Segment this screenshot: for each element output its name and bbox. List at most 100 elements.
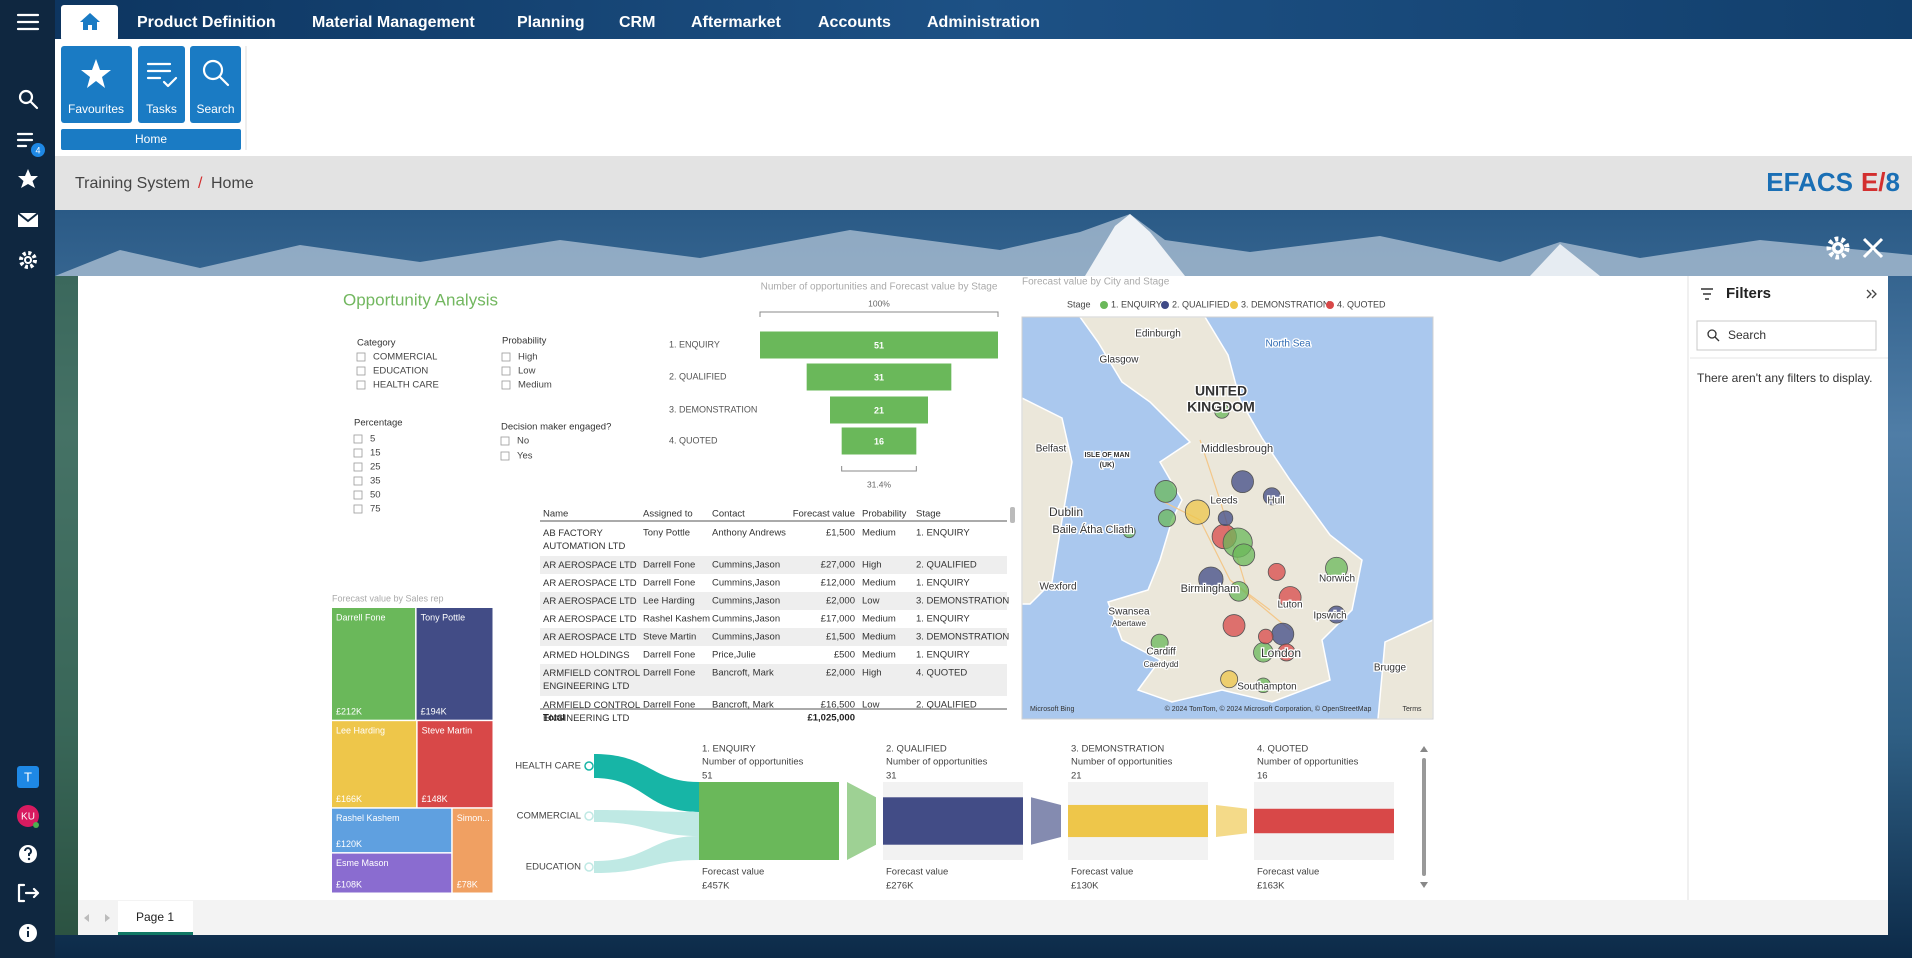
table-cell: 3. DEMONSTRATION — [916, 596, 1009, 607]
map-bubble[interactable] — [1231, 470, 1254, 494]
decomposition-count: 31 — [886, 771, 897, 782]
breadcrumb-item[interactable]: Training System — [75, 175, 190, 192]
map-bubble[interactable] — [1277, 643, 1296, 662]
map-bubble[interactable] — [1232, 543, 1256, 567]
user-avatar-badge[interactable] — [17, 805, 39, 827]
map-bubble[interactable] — [1255, 677, 1272, 694]
map-bubble[interactable] — [1217, 510, 1234, 526]
decomposition-forecast: £457K — [702, 881, 730, 892]
help-icon[interactable] — [19, 845, 37, 863]
decomposition-count-label: Number of opportunities — [886, 757, 988, 768]
map-label: KINGDOM — [1187, 399, 1255, 415]
slicer-checkbox[interactable] — [501, 380, 511, 390]
map-bubble[interactable] — [1325, 556, 1348, 580]
nav-item[interactable]: Planning — [517, 14, 585, 31]
map-bubble[interactable] — [1327, 605, 1346, 624]
slicer-checkbox[interactable] — [501, 352, 511, 362]
slicer-checkbox[interactable] — [353, 462, 363, 472]
slicer-checkbox[interactable] — [356, 366, 366, 376]
table-scrollbar[interactable] — [1010, 507, 1015, 523]
slicer-checkbox[interactable] — [500, 436, 510, 446]
treemap-cell[interactable] — [332, 808, 452, 853]
favourites-icon[interactable] — [18, 169, 38, 188]
mountain-peak — [1530, 244, 1600, 276]
map-bubble[interactable] — [1158, 509, 1176, 528]
map-bubble[interactable] — [1228, 581, 1250, 602]
slicer-checkbox[interactable] — [356, 352, 366, 362]
search-button[interactable] — [190, 46, 241, 123]
report-content: Opportunity Analysis Category COMMERCIAL ED… — [332, 277, 1394, 893]
treemap-cell[interactable] — [332, 721, 417, 808]
map-bubble[interactable] — [1214, 403, 1230, 419]
table-cell: £500 — [834, 650, 855, 661]
decomposition-bar[interactable] — [1068, 804, 1208, 838]
map-bubble[interactable] — [1271, 622, 1295, 646]
search-icon[interactable] — [18, 89, 39, 110]
decomposition-node[interactable] — [584, 761, 594, 771]
slicer-checkbox[interactable] — [353, 504, 363, 514]
next-page[interactable] — [105, 914, 110, 922]
treemap-cell[interactable] — [417, 721, 493, 808]
brand-name: EFACS — [1766, 167, 1853, 197]
nav-item[interactable]: Product Definition — [137, 14, 276, 31]
table-cell: Medium — [862, 528, 896, 539]
decomposition-scrollbar[interactable] — [1420, 746, 1428, 888]
map-title: Forecast value by City and Stage — [1022, 277, 1170, 288]
tasks-button[interactable] — [138, 46, 185, 123]
nav-item[interactable]: Material Management — [312, 14, 475, 31]
logout-icon[interactable] — [17, 883, 40, 903]
slicer-title: Decision maker engaged? — [501, 422, 611, 433]
task-badge-count: 4 — [35, 145, 40, 155]
previous-page[interactable] — [84, 914, 89, 922]
map-bubble[interactable] — [1184, 499, 1211, 525]
nav-item[interactable]: Aftermarket — [691, 14, 781, 31]
page-tab[interactable] — [118, 901, 193, 935]
decomposition-bar[interactable] — [883, 797, 1023, 845]
slicer-checkbox[interactable] — [501, 366, 511, 376]
treemap-cell[interactable] — [332, 853, 452, 893]
slicer-checkbox[interactable] — [500, 451, 510, 461]
decomposition-bar[interactable] — [1254, 808, 1394, 834]
decomposition-node[interactable] — [584, 862, 594, 872]
map-bubble[interactable] — [1258, 628, 1274, 645]
map-bubble[interactable] — [1220, 670, 1239, 689]
treemap-label: Tony Pottle — [421, 612, 466, 622]
slicer-checkbox[interactable] — [353, 434, 363, 444]
decomposition-bar[interactable] — [699, 782, 839, 860]
tasks-button-icon — [146, 62, 178, 88]
map-bubble[interactable] — [1150, 633, 1169, 652]
info-icon[interactable] — [19, 924, 37, 942]
map-bubble[interactable] — [1198, 566, 1224, 592]
map-bubble[interactable] — [1122, 525, 1136, 539]
map-label: Middlesbrough — [1201, 443, 1273, 455]
treemap-cell[interactable] — [332, 608, 416, 720]
nav-item[interactable]: CRM — [619, 14, 655, 31]
map-bubble[interactable] — [1262, 487, 1281, 506]
filters-search[interactable] — [1696, 320, 1877, 351]
favourites-button[interactable] — [61, 46, 132, 123]
menu-icon[interactable] — [16, 13, 40, 31]
map-bubble[interactable] — [1278, 586, 1302, 609]
tasks-icon[interactable] — [16, 132, 34, 148]
user-initial-badge[interactable] — [17, 766, 39, 788]
slicer-checkbox[interactable] — [353, 476, 363, 486]
mail-icon[interactable] — [17, 212, 39, 227]
close-button[interactable] — [1862, 237, 1884, 259]
nav-item[interactable]: Accounts — [818, 14, 891, 31]
slicer-checkbox[interactable] — [353, 448, 363, 458]
collapse-filters[interactable] — [1866, 289, 1877, 299]
map-bubble[interactable] — [1222, 614, 1246, 637]
treemap-cell[interactable] — [416, 608, 493, 720]
decomposition-node[interactable] — [584, 811, 594, 821]
map-bubble[interactable] — [1267, 562, 1286, 581]
slicer-checkbox[interactable] — [356, 380, 366, 390]
nav-item[interactable]: Administration — [927, 14, 1040, 31]
treemap-cell[interactable] — [452, 808, 493, 893]
slicer-checkbox[interactable] — [353, 490, 363, 500]
treemap-label: Esme Mason — [336, 858, 389, 868]
map-bubble[interactable] — [1154, 480, 1178, 503]
dashboard-settings[interactable] — [1826, 236, 1850, 260]
settings-icon[interactable] — [19, 251, 37, 269]
slicer-title: Probability — [502, 336, 547, 347]
